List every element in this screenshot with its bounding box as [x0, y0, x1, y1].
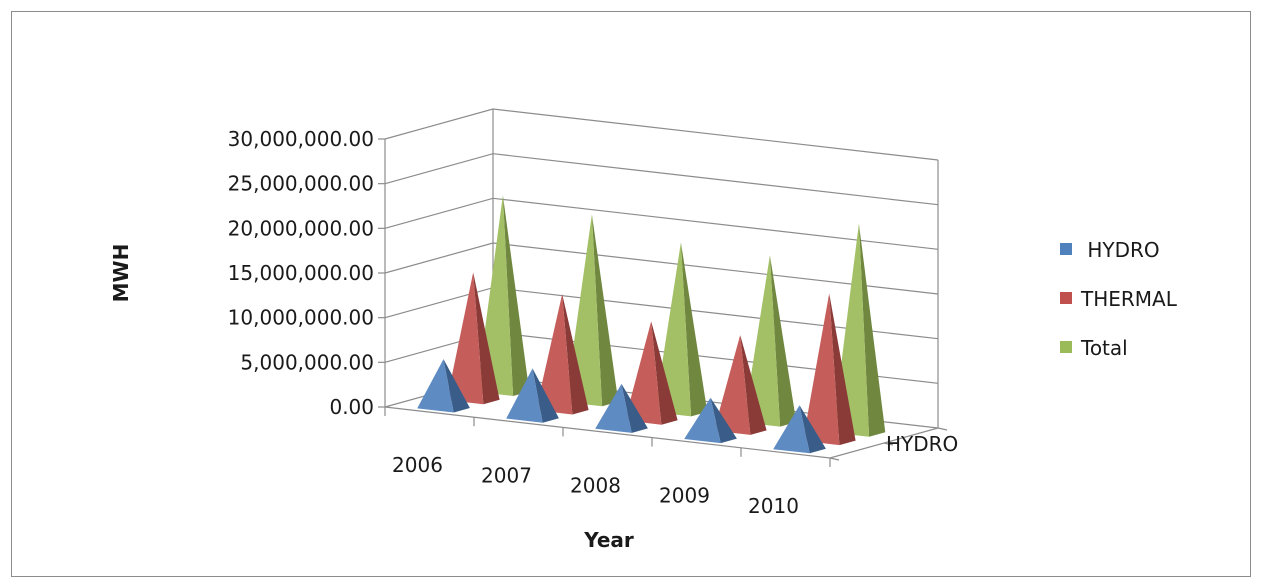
pyramid-bar — [535, 294, 589, 415]
legend: HYDRO THERMAL Total — [1060, 238, 1178, 360]
y-tick-label: 20,000,000.00 — [228, 216, 374, 240]
x-axis-tick-labels: 2006 2007 2008 2009 2010 — [384, 407, 831, 518]
legend-label-total: Total — [1080, 336, 1128, 360]
pyramid-front-face — [506, 368, 543, 423]
legend-label-thermal: THERMAL — [1080, 287, 1178, 311]
pyramid-bar — [684, 397, 737, 444]
pyramid-side-face — [562, 294, 589, 415]
pyramid-front-face — [713, 335, 751, 435]
chart-frame — [11, 11, 1251, 577]
legend-swatch-hydro — [1060, 243, 1072, 255]
pyramid-front-face — [802, 293, 840, 446]
y-tick-label: 0.00 — [329, 395, 374, 419]
pyramid-bar — [595, 383, 648, 433]
legend-label-hydro: HYDRO — [1081, 238, 1160, 262]
gridlines — [378, 108, 939, 428]
pyramid-side-face — [621, 383, 648, 433]
pyramid-side-face — [651, 321, 678, 425]
pyramid-front-face — [684, 397, 721, 444]
y-tick-label: 10,000,000.00 — [228, 306, 374, 330]
pyramid-side-face — [591, 214, 619, 407]
pyramid-side-face — [473, 272, 500, 405]
pyramid-side-face — [769, 255, 797, 427]
x-tick-label: 2006 — [392, 453, 443, 477]
y-tick-label: 25,000,000.00 — [228, 172, 374, 196]
y-tick-label: 5,000,000.00 — [240, 350, 374, 374]
x-axis-title: Year — [583, 528, 634, 552]
y-tick-label: 15,000,000.00 — [228, 261, 374, 285]
pyramid-side-face — [829, 293, 856, 446]
pyramid-side-face — [502, 195, 530, 396]
legend-swatch-total — [1060, 341, 1072, 353]
pyramid-front-face — [595, 383, 632, 433]
legend-swatch-thermal — [1060, 292, 1072, 304]
pyramid-side-face — [740, 335, 767, 435]
pyramid-side-face — [443, 359, 470, 413]
pyramid-front-face — [624, 321, 662, 425]
pyramid-bar — [773, 405, 826, 454]
x-tick-label: 2007 — [481, 463, 532, 487]
pyramid-side-face — [532, 368, 559, 423]
gridline — [384, 197, 939, 250]
depth-tick-mark — [829, 457, 840, 461]
pyramid-bar — [417, 359, 470, 413]
pyramid-bar — [624, 321, 678, 425]
gridline — [384, 108, 939, 161]
y-tick-label: 30,000,000.00 — [228, 127, 374, 151]
pyramid-bar — [446, 272, 500, 405]
y-axis-title: MWH — [109, 244, 133, 303]
depth-tick-mark — [937, 427, 948, 431]
x-tick-label: 2010 — [748, 494, 799, 518]
pyramid-side-face — [680, 242, 708, 417]
pyramid-bar — [802, 293, 856, 446]
pyramid-front-face — [773, 405, 810, 454]
pyramid-side-face — [799, 405, 826, 454]
pyramid-front-face — [446, 272, 484, 405]
pyramid-side-face — [858, 223, 886, 437]
pyramid-bars — [417, 195, 886, 454]
depth-axis-label: HYDRO — [886, 432, 958, 456]
x-tick-label: 2009 — [659, 484, 710, 508]
pyramid-front-face — [535, 294, 573, 415]
x-tick-label: 2008 — [570, 474, 621, 498]
gridline — [384, 153, 939, 206]
pyramid-side-face — [710, 397, 737, 444]
y-axis-tick-labels: 0.00 5,000,000.00 10,000,000.00 15,000,000.… — [228, 127, 374, 419]
pyramid-front-face — [417, 359, 454, 413]
depth-tick-mark — [883, 442, 894, 446]
pyramid-bar — [506, 368, 559, 423]
pyramid-bar — [713, 335, 767, 435]
